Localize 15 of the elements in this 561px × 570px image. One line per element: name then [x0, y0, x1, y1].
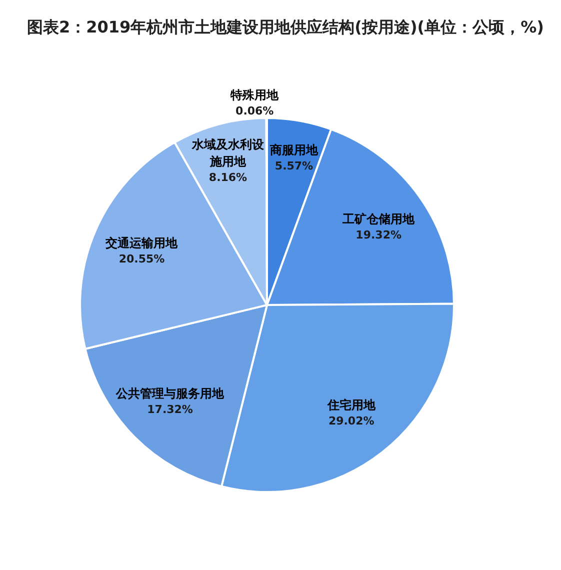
slice-label: 公共管理与服务用地 [115, 386, 226, 401]
slice-label: 水域及水利设施用地 [191, 137, 265, 168]
data-label: 0.06% [236, 104, 274, 118]
slice-label: 交通运输用地 [104, 236, 179, 250]
slice-label: 住宅用地 [326, 398, 376, 412]
data-label: 5.57% [274, 160, 314, 173]
slice-label: 工矿仓储用地 [342, 212, 416, 226]
slice-label: 特殊用地 [230, 88, 280, 102]
data-label: 29.02% [328, 414, 374, 428]
data-label: 20.55% [118, 252, 165, 266]
slice-label: 商服用地 [269, 143, 319, 158]
data-label: 17.32% [147, 403, 193, 416]
data-label: 8.16% [208, 170, 248, 184]
data-label: 19.32% [356, 228, 402, 242]
chart-title: 图表2：2019年杭州市土地建设用地供应结构(按用途)(单位：公顷，%) [27, 18, 544, 36]
